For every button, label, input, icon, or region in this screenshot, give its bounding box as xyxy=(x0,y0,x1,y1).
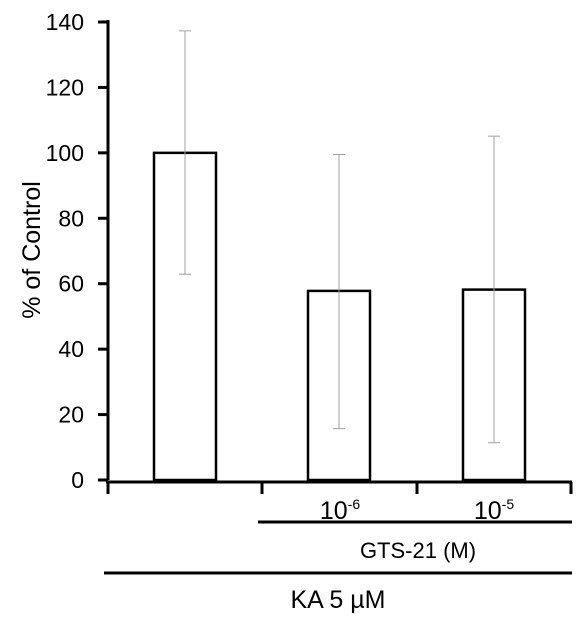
y-tick-label: 120 xyxy=(46,74,84,100)
y-axis-title: % of Control xyxy=(18,181,46,319)
y-tick-label: 20 xyxy=(58,402,84,428)
y-tick-label: 100 xyxy=(46,140,84,166)
dose-label-1-exponent: -6 xyxy=(348,496,361,512)
dose-label-2: 10-5 xyxy=(474,496,514,525)
dose-label-1: 10-6 xyxy=(320,496,360,525)
y-tick-label: 140 xyxy=(46,9,84,35)
bar xyxy=(152,151,218,482)
dose-label-1-base: 10 xyxy=(320,497,348,525)
y-tick-label: 0 xyxy=(71,467,84,493)
ka-label: KA 5 µM xyxy=(291,586,386,614)
bars-group xyxy=(152,30,527,482)
dose-label-2-base: 10 xyxy=(474,497,502,525)
y-tick-label: 80 xyxy=(58,205,84,231)
gts-label: GTS-21 (M) xyxy=(360,538,476,563)
y-tick-label: 60 xyxy=(58,271,84,297)
dose-label-2-exponent: -5 xyxy=(502,496,515,512)
y-ticks-group: 0 20 40 60 80 100 120 140 xyxy=(46,9,108,493)
y-tick-label: 40 xyxy=(58,336,84,362)
